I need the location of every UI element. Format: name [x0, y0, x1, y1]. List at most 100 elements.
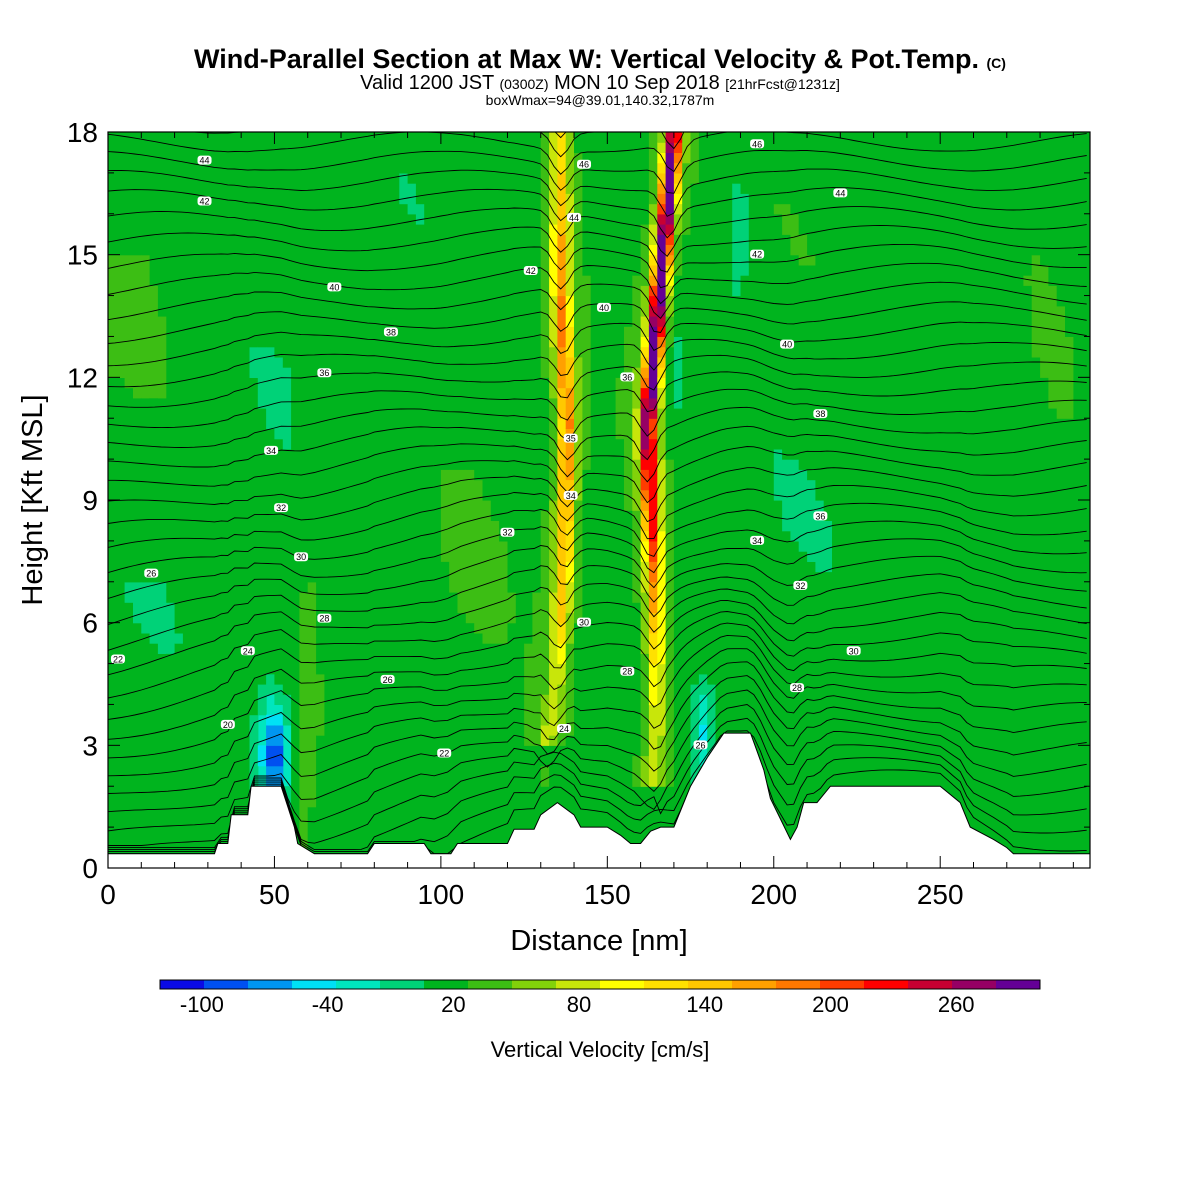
velocity-cell: [665, 224, 675, 235]
velocity-cell: [798, 551, 808, 868]
velocity-cell: [790, 540, 800, 868]
velocity-cell: [565, 193, 575, 297]
velocity-cell: [307, 806, 317, 868]
velocity-cell: [141, 397, 151, 583]
velocity-cell: [532, 132, 542, 593]
velocity-cell: [116, 132, 126, 256]
velocity-cell: [565, 428, 575, 481]
isentrope-label-box: [380, 674, 395, 684]
velocity-cell: [274, 765, 284, 787]
velocity-cell: [465, 132, 475, 470]
isentrope-label-text: 24: [243, 646, 253, 656]
velocity-cell: [931, 132, 941, 868]
velocity-cell: [1006, 132, 1016, 868]
velocity-cell: [673, 275, 683, 337]
x-tick-label: 0: [100, 879, 116, 910]
colorbar-swatch: [248, 980, 293, 989]
velocity-cell: [524, 132, 533, 644]
velocity-cell: [807, 561, 816, 868]
velocity-field: [108, 132, 1090, 868]
velocity-cell: [216, 132, 226, 868]
velocity-cell: [557, 346, 567, 389]
velocity-cell: [407, 132, 417, 184]
velocity-cell: [632, 510, 642, 603]
velocity-cell: [549, 397, 558, 501]
velocity-cell: [657, 387, 667, 409]
velocity-cell: [673, 408, 683, 868]
velocity-cell: [848, 132, 858, 868]
velocity-cell: [965, 132, 975, 868]
velocity-cell: [973, 132, 983, 868]
isentrope-label-text: 35: [566, 434, 576, 444]
velocity-cell: [665, 316, 675, 348]
isentrope-line: [108, 446, 1087, 505]
velocity-cell: [640, 367, 650, 378]
velocity-cell: [490, 132, 500, 521]
velocity-cell: [648, 326, 658, 399]
isentrope-label: 28: [790, 683, 805, 693]
velocity-cell: [923, 132, 933, 868]
velocity-cell: [832, 132, 841, 868]
colorbar-swatch: [688, 980, 733, 989]
velocity-cell: [574, 622, 583, 868]
colorbar-swatch: [468, 980, 513, 989]
velocity-cell: [657, 203, 667, 215]
velocity-cell: [174, 632, 184, 644]
velocity-cell: [440, 132, 450, 470]
velocity-cell: [698, 724, 708, 746]
velocity-cell: [557, 643, 567, 665]
velocity-cell: [665, 295, 675, 317]
velocity-cell: [915, 132, 925, 868]
velocity-cell: [174, 643, 184, 868]
velocity-cell: [707, 132, 717, 685]
velocity-cell: [149, 643, 159, 868]
isentrope-label-text: 22: [113, 654, 123, 664]
isentrope-label: 26: [693, 740, 708, 750]
isentrope-label-text: 24: [559, 724, 569, 734]
velocity-cell: [640, 530, 650, 542]
velocity-cell: [648, 275, 658, 286]
isentrope-labels: 44 42 40 38 36 34 32 30 28 26 24 22 20 26 22 32 46 44 42 40…: [110, 139, 861, 759]
velocity-cell: [582, 275, 592, 470]
velocity-cell: [665, 234, 675, 245]
isentrope-label-box: [264, 445, 279, 455]
velocity-cell: [282, 448, 292, 695]
velocity-cell: [698, 673, 708, 695]
velocity-cell: [574, 132, 583, 153]
velocity-cell: [157, 132, 167, 317]
isentrope-line: [108, 36, 1087, 72]
velocity-cell: [1056, 305, 1066, 419]
velocity-cell: [540, 132, 550, 378]
velocity-cell: [648, 612, 658, 634]
colorbar-swatch: [512, 980, 557, 989]
velocity-cell: [640, 408, 650, 450]
velocity-cell: [940, 132, 950, 868]
isentrope-label-text: 28: [622, 667, 632, 677]
velocity-cell: [574, 500, 583, 624]
velocity-cell: [640, 448, 650, 460]
isentrope-label-box: [437, 748, 452, 758]
velocity-cell: [557, 387, 567, 419]
velocity-cell: [257, 346, 267, 409]
isentrope-label: 35: [563, 433, 578, 444]
isentrope-label-box: [240, 646, 255, 656]
velocity-cell: [133, 254, 142, 399]
velocity-cell: [740, 193, 750, 276]
velocity-cell: [307, 132, 317, 583]
velocity-cell: [1056, 418, 1066, 868]
isentrope-label-box: [197, 155, 212, 165]
velocity-cell: [157, 316, 167, 399]
x-tick-label: 50: [259, 879, 290, 910]
colorbar-tick-label: 80: [567, 992, 591, 1017]
velocity-cell: [948, 132, 958, 868]
isentrope-line: [108, 675, 1087, 832]
y-tick-label: 6: [82, 608, 98, 639]
velocity-cell: [648, 704, 658, 787]
colorbar-swatch: [556, 980, 601, 989]
velocity-cell: [657, 377, 667, 389]
velocity-cell: [415, 132, 425, 205]
y-tick-label: 18: [67, 117, 98, 148]
velocity-cell: [657, 132, 667, 143]
